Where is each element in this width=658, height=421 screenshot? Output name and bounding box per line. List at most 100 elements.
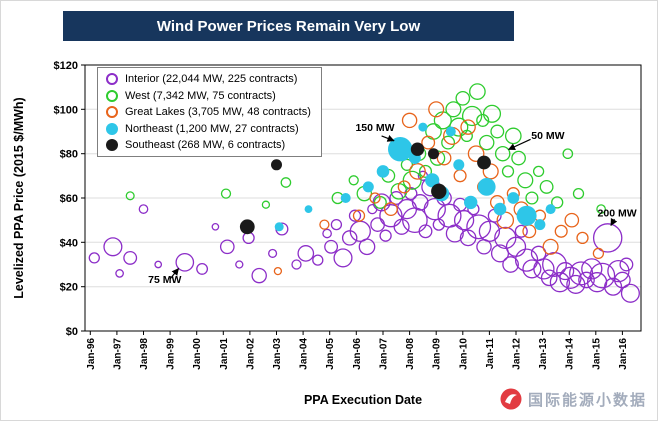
- x-tick-label: Jan-04: [299, 338, 310, 370]
- bubble-great-lakes: [352, 209, 366, 222]
- bubble-west: [572, 187, 585, 200]
- legend-swatch-great-lakes: [106, 106, 118, 118]
- annotation-arrow: [610, 217, 618, 227]
- bubble-west: [441, 135, 456, 150]
- bubble-interior: [404, 187, 418, 201]
- bubble-interior: [370, 217, 385, 232]
- x-tick-label: Jan-01: [219, 338, 230, 370]
- bubble-west: [455, 90, 471, 106]
- bubble-interior: [175, 252, 195, 272]
- legend-swatch-southeast: [106, 139, 118, 151]
- bubble-west: [596, 204, 606, 214]
- bubble-interior: [379, 204, 403, 228]
- bubble-interior: [123, 250, 138, 265]
- bubble-interior: [619, 257, 634, 272]
- bubble-west: [490, 124, 505, 139]
- bubble-southeast: [428, 148, 439, 160]
- bubble-interior: [466, 214, 492, 240]
- bubble-west: [517, 172, 534, 189]
- bubble-great-lakes: [522, 224, 537, 239]
- y-tick-label: $20: [60, 282, 78, 294]
- bubble-great-lakes: [436, 150, 452, 166]
- y-tick-label: $60: [60, 193, 78, 205]
- bubble-west: [418, 164, 433, 178]
- bubble-interior: [423, 197, 446, 221]
- bubble-west: [478, 134, 495, 151]
- bubble-northeast: [516, 205, 537, 226]
- bubble-west: [461, 105, 483, 127]
- x-tick-label: Jan-05: [325, 338, 336, 370]
- bubble-west: [532, 165, 545, 178]
- bubble-west: [562, 148, 574, 160]
- bubble-west: [460, 129, 473, 143]
- bubble-interior: [578, 271, 595, 289]
- bubble-southeast: [410, 142, 425, 156]
- x-tick-label: Jan-00: [192, 338, 203, 370]
- bubble-interior: [502, 256, 519, 273]
- bubble-interior: [540, 269, 558, 287]
- bubble-northeast: [418, 122, 428, 132]
- bubble-great-lakes: [319, 219, 330, 230]
- x-tick-label: Jan-11: [485, 338, 496, 370]
- bubble-interior: [604, 277, 623, 296]
- bubble-interior: [478, 220, 501, 242]
- bubble-interior: [251, 267, 267, 284]
- bubble-interior: [333, 248, 353, 268]
- bubble-west: [402, 170, 422, 190]
- annotation-label: 200 MW: [598, 208, 637, 220]
- bubble-interior: [549, 272, 571, 293]
- bubble-northeast: [507, 192, 520, 204]
- bubble-interior: [418, 224, 433, 239]
- legend-item-southeast: Southeast (268 MW, 6 contracts): [106, 138, 311, 152]
- bubble-northeast: [477, 178, 496, 196]
- bubble-interior: [312, 254, 324, 266]
- bubble-great-lakes: [401, 112, 418, 129]
- bubble-northeast: [453, 159, 465, 171]
- bubble-great-lakes: [428, 101, 445, 118]
- bubble-southeast: [239, 219, 255, 235]
- x-tick-label: Jan-12: [512, 338, 523, 370]
- x-tick-label: Jan-10: [458, 338, 469, 370]
- bubble-interior: [348, 209, 362, 222]
- legend: Interior (22,044 MW, 225 contracts) West…: [97, 67, 322, 157]
- x-tick-label: Jan-15: [591, 338, 602, 370]
- bubble-interior: [411, 194, 429, 211]
- bubble-interior: [358, 238, 376, 256]
- bubble-great-lakes: [383, 202, 398, 217]
- bubble-southeast: [271, 159, 282, 171]
- bubble-interior: [138, 204, 149, 214]
- bubble-great-lakes: [453, 169, 467, 183]
- bubble-great-lakes: [421, 135, 436, 150]
- annotation-label: 75 MW: [148, 274, 181, 286]
- y-tick-label: $80: [60, 149, 78, 161]
- y-axis-title: Levelized PPA Price (2015 $/MWh): [12, 97, 26, 298]
- bubble-west: [261, 200, 271, 209]
- bubble-interior: [620, 283, 640, 303]
- bubble-west: [511, 150, 526, 166]
- bubble-northeast: [304, 205, 313, 214]
- bubble-great-lakes: [554, 224, 568, 238]
- watermark-logo: [500, 388, 522, 410]
- x-tick-label: Jan-02: [245, 338, 256, 370]
- bubble-great-lakes: [576, 231, 589, 245]
- bubble-interior: [291, 259, 302, 270]
- legend-item-west: West (7,342 MW, 75 contracts): [106, 89, 311, 103]
- bubble-interior: [196, 262, 209, 275]
- bubble-interior: [607, 259, 630, 283]
- legend-label-west: West (7,342 MW, 75 contracts): [125, 89, 276, 102]
- legend-label-southeast: Southeast (268 MW, 6 contracts): [125, 139, 286, 151]
- bubble-southeast: [431, 183, 447, 199]
- legend-item-interior: Interior (22,044 MW, 225 contracts): [106, 72, 311, 86]
- legend-item-northeast: Northeast (1,200 MW, 27 contracts): [106, 122, 311, 136]
- bubble-west: [280, 177, 292, 188]
- bubble-southeast: [477, 155, 491, 170]
- y-tick-label: $100: [54, 104, 78, 116]
- bubble-northeast: [534, 219, 546, 231]
- bubble-great-lakes: [542, 238, 559, 255]
- bubble-northeast: [445, 126, 456, 137]
- bubble-northeast: [464, 195, 478, 210]
- bubble-interior: [115, 269, 124, 278]
- annotation-arrow: [381, 135, 395, 142]
